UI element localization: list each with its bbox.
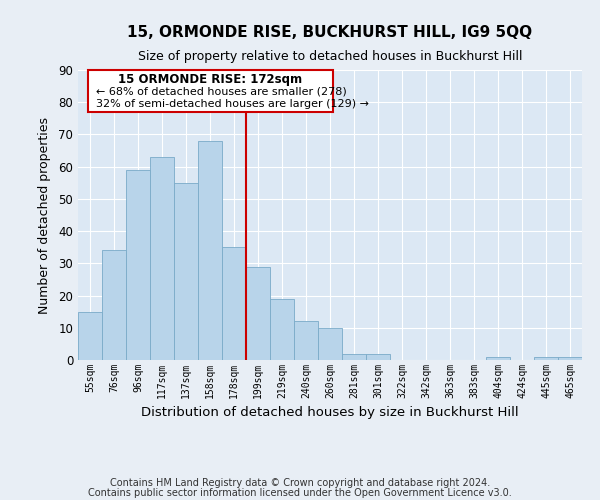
Bar bbox=[78, 312, 102, 360]
Bar bbox=[534, 357, 558, 360]
Text: Contains HM Land Registry data © Crown copyright and database right 2024.: Contains HM Land Registry data © Crown c… bbox=[110, 478, 490, 488]
Bar bbox=[270, 299, 294, 360]
Bar bbox=[102, 250, 126, 360]
Bar bbox=[150, 157, 174, 360]
Text: Size of property relative to detached houses in Buckhurst Hill: Size of property relative to detached ho… bbox=[138, 50, 522, 63]
Y-axis label: Number of detached properties: Number of detached properties bbox=[38, 116, 52, 314]
Bar bbox=[198, 141, 222, 360]
Bar bbox=[294, 322, 318, 360]
Bar bbox=[126, 170, 150, 360]
Bar bbox=[342, 354, 366, 360]
Bar bbox=[558, 357, 582, 360]
Bar bbox=[222, 247, 246, 360]
Bar bbox=[366, 354, 390, 360]
Text: 15, ORMONDE RISE, BUCKHURST HILL, IG9 5QQ: 15, ORMONDE RISE, BUCKHURST HILL, IG9 5Q… bbox=[127, 25, 533, 40]
Bar bbox=[318, 328, 342, 360]
X-axis label: Distribution of detached houses by size in Buckhurst Hill: Distribution of detached houses by size … bbox=[141, 406, 519, 420]
Text: 15 ORMONDE RISE: 172sqm: 15 ORMONDE RISE: 172sqm bbox=[118, 74, 302, 86]
Bar bbox=[174, 183, 198, 360]
Bar bbox=[486, 357, 510, 360]
Text: ← 68% of detached houses are smaller (278): ← 68% of detached houses are smaller (27… bbox=[95, 87, 346, 97]
Text: Contains public sector information licensed under the Open Government Licence v3: Contains public sector information licen… bbox=[88, 488, 512, 498]
Bar bbox=[246, 266, 270, 360]
Text: 32% of semi-detached houses are larger (129) →: 32% of semi-detached houses are larger (… bbox=[95, 99, 368, 109]
FancyBboxPatch shape bbox=[88, 70, 332, 112]
